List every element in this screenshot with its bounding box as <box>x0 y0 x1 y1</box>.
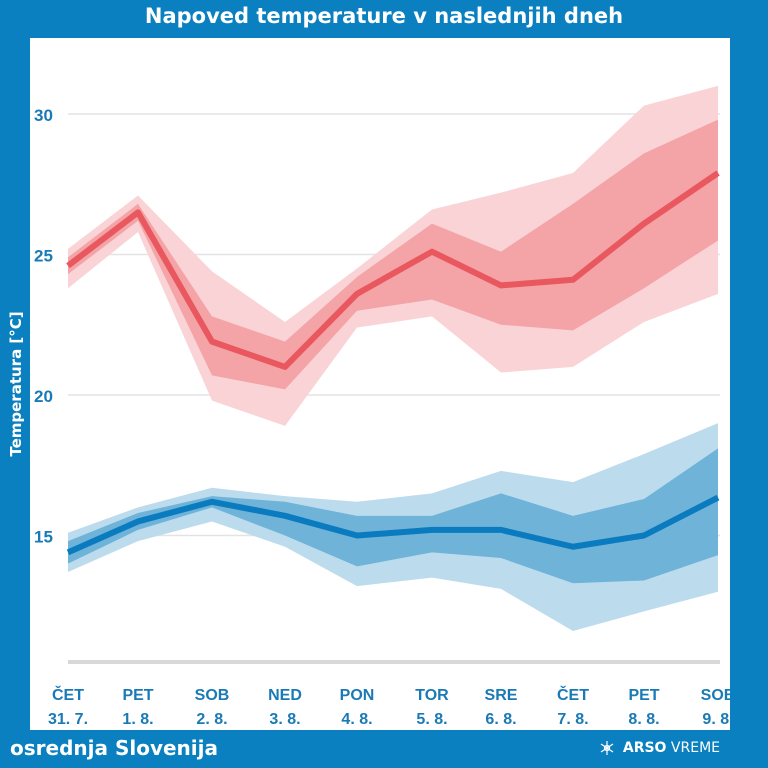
y-tick-label: 15 <box>34 528 53 547</box>
logo-brand-bold: ARSO <box>622 740 667 756</box>
x-tick-day: SOB <box>701 687 730 704</box>
min-temperature-line <box>66 494 720 556</box>
x-tick-day: NED <box>268 687 302 704</box>
y-tick-label: 25 <box>34 247 53 266</box>
arso-logo: ARSO VREME <box>599 740 720 756</box>
x-tick-date: 31. 7. <box>48 711 88 728</box>
region-label: osrednja Slovenija <box>10 736 218 760</box>
y-tick-label: 30 <box>34 106 53 125</box>
x-tick-date: 9. 8. <box>702 711 730 728</box>
x-tick-date: 7. 8. <box>557 711 588 728</box>
chart-title: Napoved temperature v naslednjih dneh <box>144 4 624 28</box>
y-axis-label: Temperatura [°C] <box>7 311 25 457</box>
snowflake-sun-icon <box>600 741 614 755</box>
logo-brand-light: VREME <box>670 740 720 756</box>
x-tick-day: SRE <box>485 687 518 704</box>
x-tick-date: 6. 8. <box>485 711 516 728</box>
max-inner-band <box>68 119 718 390</box>
x-tick-day: PET <box>122 687 153 704</box>
x-tick-date: 8. 8. <box>628 711 659 728</box>
x-tick-date: 2. 8. <box>196 711 227 728</box>
y-tick-label: 20 <box>34 387 53 406</box>
x-tick-day: PET <box>628 687 659 704</box>
chart-panel: 15 20 25 30 ČET 31. 7. PET 1. 8. SOB 2. 8. NED 3. 8… <box>30 38 730 730</box>
temperature-chart: 15 20 25 30 ČET 31. 7. PET 1. 8. SOB 2. 8. NED 3. 8… <box>34 85 730 728</box>
max-temperature-line <box>66 170 720 370</box>
x-tick-date: 3. 8. <box>269 711 300 728</box>
x-tick-date: 5. 8. <box>416 711 447 728</box>
x-tick-day: TOR <box>415 687 449 704</box>
x-tick-date: 1. 8. <box>122 711 153 728</box>
x-tick-day: ČET <box>557 685 589 704</box>
x-tick-day: SOB <box>195 687 230 704</box>
x-tick-day: PON <box>340 687 375 704</box>
x-tick-day: ČET <box>52 685 84 704</box>
min-inner-band <box>68 448 718 584</box>
x-tick-date: 4. 8. <box>341 711 372 728</box>
